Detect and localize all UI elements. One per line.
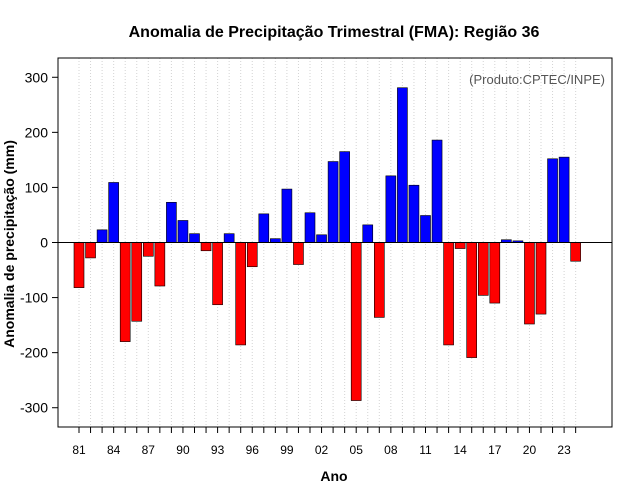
bar-1994 xyxy=(223,233,235,243)
y-tick-label: -300 xyxy=(20,400,48,416)
bar-1992 xyxy=(200,242,212,252)
bar-2000 xyxy=(293,242,304,265)
bar-2006 xyxy=(362,224,374,243)
x-tick-label: 99 xyxy=(280,443,294,457)
bar-2023 xyxy=(558,156,570,243)
bar-2004 xyxy=(339,151,350,243)
bar-1997 xyxy=(258,213,270,243)
bar-2020 xyxy=(524,242,535,325)
x-axis: 81 84 87 90 93 96 99 02 05 08 11 14 17 20 23 xyxy=(72,427,577,457)
bar-2024 xyxy=(570,242,581,262)
y-tick-label: 200 xyxy=(25,124,49,140)
x-tick-label: 11 xyxy=(419,443,432,457)
bar-2009 xyxy=(397,87,408,243)
bar-2022 xyxy=(547,158,558,243)
x-tick-label: 84 xyxy=(107,443,121,457)
x-tick-label: 05 xyxy=(350,443,364,457)
bar-2003 xyxy=(327,161,339,243)
bar-2013 xyxy=(443,242,454,346)
x-tick-label: 17 xyxy=(488,443,502,457)
bar-2005 xyxy=(350,242,362,401)
bar-2021 xyxy=(535,242,547,315)
bar-1988 xyxy=(154,242,166,287)
bar-1987 xyxy=(143,242,154,257)
bar-2017 xyxy=(489,242,501,304)
y-tick-label: -100 xyxy=(20,290,48,306)
bar-1991 xyxy=(189,233,200,243)
bar-1986 xyxy=(131,242,143,322)
product-credit: (Produto:CPTEC/INPE) xyxy=(469,72,605,87)
x-tick-label: 02 xyxy=(315,443,329,457)
x-tick-label: 87 xyxy=(142,443,156,457)
x-axis-label: Ano xyxy=(320,468,347,484)
y-axis-label: Anomalia de precipitação (mm) xyxy=(1,140,17,348)
y-tick-label: 0 xyxy=(40,235,48,251)
bar-1990 xyxy=(177,220,189,243)
y-tick-label: 300 xyxy=(25,69,49,85)
bar-1984 xyxy=(108,182,119,243)
bar-1989 xyxy=(166,201,177,243)
x-tick-label: 93 xyxy=(211,443,225,457)
bar-2011 xyxy=(420,215,431,243)
x-tick-label: 14 xyxy=(453,443,467,457)
bar-2001 xyxy=(304,212,316,243)
bar-2002 xyxy=(316,234,327,243)
x-tick-label: 20 xyxy=(523,443,537,457)
bar-1999 xyxy=(281,188,293,243)
x-tick-label: 96 xyxy=(246,443,260,457)
bar-1982 xyxy=(85,242,96,259)
chart-title: Anomalia de Precipitação Trimestral (FMA… xyxy=(129,24,540,41)
bar-2008 xyxy=(385,175,397,243)
y-tick-label: -200 xyxy=(20,345,48,361)
y-axis: -300 -200 -100 0 100 200 300 xyxy=(20,69,58,416)
x-tick-label: 08 xyxy=(384,443,398,457)
bar-1995 xyxy=(235,242,246,346)
bar-2014 xyxy=(454,242,466,249)
bar-2015 xyxy=(466,242,478,358)
x-tick-label: 23 xyxy=(557,443,571,457)
bar-2016 xyxy=(477,242,489,296)
x-tick-label: 81 xyxy=(72,443,86,457)
x-tick-label: 90 xyxy=(176,443,190,457)
bar-1993 xyxy=(212,242,223,306)
bar-2010 xyxy=(408,184,420,243)
bar-1996 xyxy=(246,242,258,268)
bar-1998 xyxy=(270,238,281,243)
bar-1983 xyxy=(96,229,108,243)
bar-1981 xyxy=(73,242,85,288)
bar-1985 xyxy=(119,242,131,342)
bar-2012 xyxy=(431,139,443,243)
y-tick-label: 100 xyxy=(25,179,49,195)
bar-2007 xyxy=(373,242,385,318)
